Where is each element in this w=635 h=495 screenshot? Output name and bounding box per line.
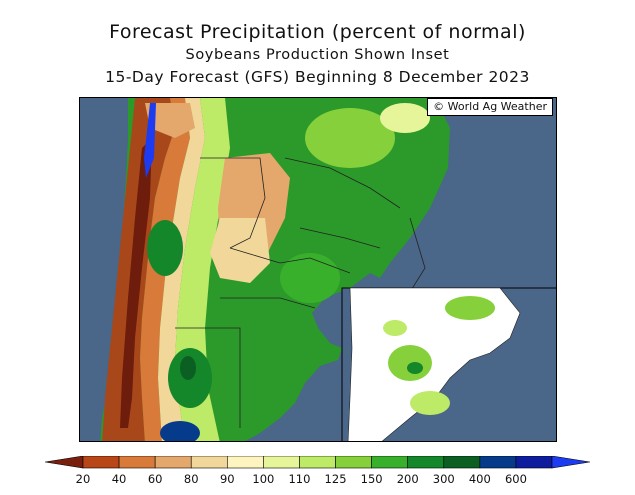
legend-swatch [299, 455, 336, 469]
legend-tick-label: 600 [504, 472, 527, 486]
legend-tick-label: 100 [252, 472, 275, 486]
very-wet-north [144, 103, 156, 178]
legend-tick-label: 80 [183, 472, 199, 486]
legend-swatch [263, 455, 300, 469]
legend-swatch [227, 455, 264, 469]
map-title: Forecast Precipitation (percent of norma… [109, 21, 526, 43]
legend-tick-label: 400 [468, 472, 491, 486]
very-wet-south [160, 421, 200, 441]
soybean-inset [341, 287, 556, 441]
legend-tick-label: 90 [219, 472, 235, 486]
legend: 20 40 60 80 90 100 110 125 150 200 300 400 600 [44, 455, 591, 488]
legend-tick-label: 60 [147, 472, 163, 486]
precipitation-map: © World Ag Weather [79, 97, 557, 442]
wet-north-east [305, 108, 395, 168]
legend-swatch [335, 455, 372, 469]
title-block: Forecast Precipitation (percent of norma… [0, 20, 635, 88]
legend-swatch [479, 455, 517, 469]
dark-dry-core [120, 138, 152, 428]
legend-swatch [154, 455, 192, 469]
legend-tick-label: 20 [75, 472, 91, 486]
legend-tick-label: 125 [324, 472, 347, 486]
central-light-area [210, 218, 270, 283]
legend-tick-label: 110 [288, 472, 311, 486]
legend-swatch [82, 455, 120, 469]
near-normal-band [158, 98, 205, 441]
legend-swatch [118, 455, 156, 469]
wet-patch-center [280, 253, 340, 303]
legend-arrow-high [551, 455, 591, 469]
wet-core-south [180, 356, 196, 380]
map-canvas [80, 98, 556, 441]
legend-arrow-low [44, 455, 84, 469]
legend-tick-label: 300 [432, 472, 455, 486]
legend-swatch [443, 455, 481, 469]
legend-swatch [407, 455, 445, 469]
copyright-label: © World Ag Weather [427, 98, 553, 116]
legend-color-bar [44, 455, 591, 469]
legend-swatch [190, 455, 228, 469]
legend-swatch [371, 455, 408, 469]
legend-swatch [515, 455, 553, 469]
map-subtitle: Soybeans Production Shown Inset [185, 47, 450, 63]
legend-tick-label: 150 [360, 472, 383, 486]
map-forecast-period: 15-Day Forecast (GFS) Beginning 8 Decemb… [105, 68, 530, 86]
light-north-east [380, 103, 430, 133]
legend-tick-label: 200 [396, 472, 419, 486]
province-borders [175, 157, 426, 428]
legend-tick-label: 40 [111, 472, 127, 486]
wet-patch-west [147, 220, 183, 276]
northern-dry-patch [145, 103, 195, 138]
